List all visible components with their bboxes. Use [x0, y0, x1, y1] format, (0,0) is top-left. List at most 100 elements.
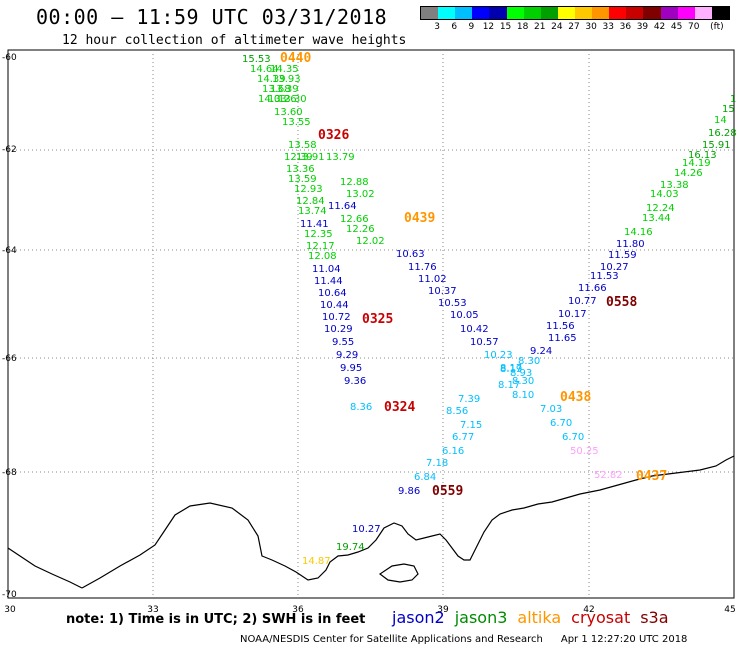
- legend-label: 24: [551, 22, 563, 32]
- swh-value: 10.29: [324, 324, 353, 335]
- swh-value: 14.35: [270, 64, 299, 75]
- swh-value: 7.18: [426, 458, 448, 469]
- coastline: [7, 455, 735, 589]
- swh-value: 11.41: [300, 219, 329, 230]
- swh-value: 6.70: [550, 418, 572, 429]
- legend-label: 12: [482, 22, 495, 32]
- legend-label: 39: [636, 22, 649, 32]
- legend-swatches: [420, 6, 730, 20]
- lat-label: -70: [2, 590, 17, 600]
- swh-value: 13.38: [660, 180, 689, 191]
- swh-value: 11.80: [616, 239, 645, 250]
- swh-value: 10.63: [396, 249, 425, 260]
- pass-time-label: 0325: [362, 312, 393, 327]
- swh-value: 14.03: [650, 189, 679, 200]
- swh-value: 15.53: [242, 54, 271, 65]
- swh-value: 7.15: [460, 420, 482, 431]
- swh-value: 9.86: [398, 486, 420, 497]
- map-frame: [7, 49, 735, 599]
- swh-value: 10.17: [558, 309, 587, 320]
- swh-value: 12.02: [356, 236, 385, 247]
- swh-value: 13.58: [288, 140, 317, 151]
- satellite-name: altika: [517, 608, 562, 627]
- legend-swatch: [643, 7, 661, 19]
- satellite-name: cryosat: [571, 608, 631, 627]
- pass-time-label: 0438: [560, 390, 591, 405]
- pass-time-label: 0440: [280, 51, 311, 66]
- swh-value: 11.59: [608, 250, 637, 261]
- swh-value: 12.66: [340, 214, 369, 225]
- swh-value: 15: [722, 104, 735, 115]
- lat-label: -62: [2, 145, 17, 155]
- legend-label: (ft): [710, 22, 724, 32]
- swh-value: 13.60: [274, 107, 303, 118]
- swh-value: 8.30: [518, 356, 540, 367]
- swh-value: 8.17: [500, 363, 522, 374]
- swh-value: 7.03: [540, 404, 562, 415]
- credit-date: Apr 1 12:27:20 UTC 2018: [560, 634, 688, 645]
- pass-time-label: 0558: [606, 295, 637, 310]
- swh-value: 14.19: [682, 158, 711, 169]
- swh-value: 10.53: [438, 298, 467, 309]
- swh-value: 13.30: [278, 94, 307, 105]
- legend-label: 70: [688, 22, 700, 32]
- legend-label: 33: [602, 22, 614, 32]
- legend-swatch: [489, 7, 507, 19]
- swh-value: 10.57: [470, 337, 499, 348]
- swh-value: 11.04: [312, 264, 341, 275]
- swh-value: 11.76: [408, 262, 437, 273]
- swh-value: 6.70: [562, 432, 584, 443]
- swh-value: 12.26: [346, 224, 375, 235]
- swh-value: 13.74: [298, 206, 327, 217]
- satellite-legend: jason2 jason3 altika cryosat s3a: [392, 608, 679, 627]
- legend-swatch: [711, 7, 729, 19]
- swh-value: 52.82: [594, 470, 623, 481]
- legend-swatch: [694, 7, 712, 19]
- satellite-name: jason2: [392, 608, 445, 627]
- credit-line: NOAA/NESDIS Center for Satellite Applica…: [240, 634, 687, 645]
- credit-text: NOAA/NESDIS Center for Satellite Applica…: [240, 634, 543, 645]
- graticule: [8, 50, 734, 598]
- swh-value: 10.05: [450, 310, 479, 321]
- lon-label: 36: [292, 605, 304, 615]
- swh-value: 10.42: [460, 324, 489, 335]
- lon-label: 33: [147, 605, 158, 615]
- swh-value: 12.39: [284, 152, 313, 163]
- legend-swatch: [557, 7, 575, 19]
- legend-swatch: [626, 7, 644, 19]
- swh-value: 13.39: [270, 84, 299, 95]
- swh-value: 8.17: [498, 380, 520, 391]
- swh-value: 19.74: [336, 542, 365, 553]
- legend-label: 45: [670, 22, 683, 32]
- latitude-labels: -60 -62 -64 -66 -68 -70: [2, 53, 17, 600]
- swh-value: 9.29: [336, 350, 358, 361]
- map-title: 00:00 – 11:59 UTC 03/31/2018: [36, 5, 388, 29]
- legend-label: 6: [451, 22, 458, 32]
- legend-swatch: [609, 7, 627, 19]
- swh-value: 10.77: [568, 296, 597, 307]
- swh-value: 10.37: [428, 286, 457, 297]
- legend-label: 42: [653, 22, 666, 32]
- swh-value: 10.27: [600, 262, 629, 273]
- swh-value: 12.88: [340, 177, 369, 188]
- swh-value: 7.39: [458, 394, 480, 405]
- swh-value: 9.36: [344, 376, 366, 387]
- swh-value: 8.10: [512, 390, 534, 401]
- lon-label: 30: [4, 605, 16, 615]
- swh-value: 10.27: [352, 524, 381, 535]
- pass-time-label: 0324: [384, 400, 415, 415]
- swh-value: 15.91: [702, 140, 731, 151]
- swh-value: 13.91: [296, 152, 325, 163]
- lon-label: 39: [437, 605, 449, 615]
- swh-value: 8.93: [510, 368, 532, 379]
- lat-label: -66: [2, 354, 17, 364]
- swh-value: 10.64: [318, 288, 347, 299]
- swh-value: 8.36: [350, 402, 372, 413]
- lat-label: -60: [2, 53, 17, 63]
- swh-value: 16.13: [688, 150, 717, 161]
- swh-value: 14: [714, 115, 727, 126]
- swh-value: 13.93: [272, 74, 301, 85]
- legend-labels: 3 6 9 12 15 18 21 24 27 30 33 36 39 42 45 70 (ft): [420, 20, 728, 34]
- legend-label: 15: [499, 22, 512, 32]
